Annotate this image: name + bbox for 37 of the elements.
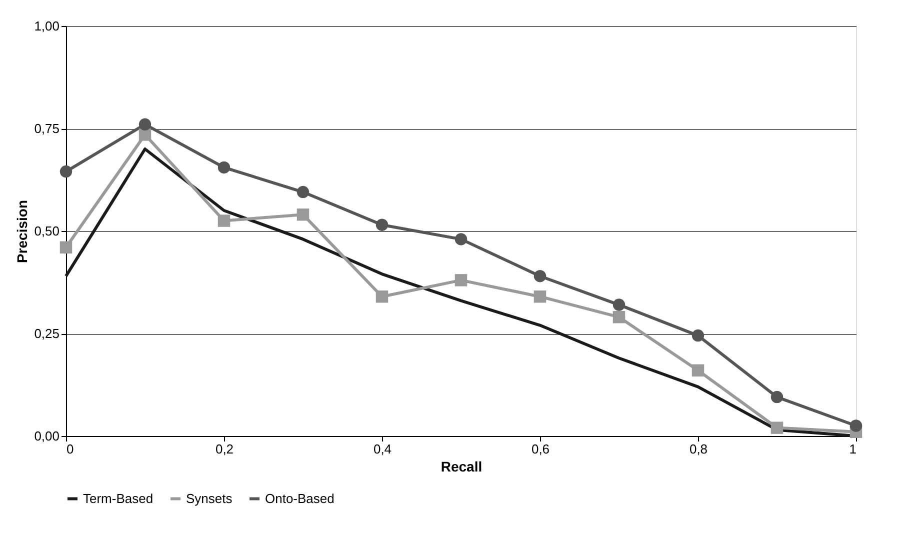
point [692, 329, 704, 342]
point [454, 274, 468, 286]
point [770, 390, 784, 404]
point [218, 214, 230, 227]
legend-label: Onto-Based [265, 490, 334, 506]
point [850, 420, 862, 432]
legend-label: Term-Based [83, 490, 154, 506]
point [60, 241, 72, 254]
point [692, 364, 704, 377]
point [60, 165, 72, 178]
point [376, 218, 388, 231]
point [376, 290, 388, 303]
x-tick-label: 1 [849, 442, 856, 456]
point [138, 118, 152, 131]
point [612, 298, 626, 311]
point [138, 128, 152, 141]
y-tick-label: 0,00 [34, 428, 60, 444]
y-tick-label: 0,25 [34, 326, 60, 341]
point [534, 290, 546, 303]
point [534, 270, 546, 282]
y-axis-title: Precision [14, 200, 30, 264]
x-tick-label: 0,6 [531, 442, 550, 456]
point [296, 208, 310, 221]
x-tick-label: 0,4 [373, 442, 392, 456]
y-tick-label: 1,00 [34, 18, 60, 34]
legend-label: Synsets [186, 490, 233, 506]
x-tick-label: 0,8 [689, 442, 708, 456]
point [218, 161, 230, 174]
point [296, 186, 310, 198]
point [770, 422, 784, 434]
x-tick-label: 0,2 [215, 442, 234, 456]
point [612, 310, 626, 324]
x-tick-label: 0 [66, 442, 74, 456]
y-tick-label: 0,75 [34, 121, 60, 136]
point [454, 233, 468, 246]
x-axis-title: Recall [440, 458, 482, 474]
y-tick-label: 0,50 [34, 224, 60, 238]
